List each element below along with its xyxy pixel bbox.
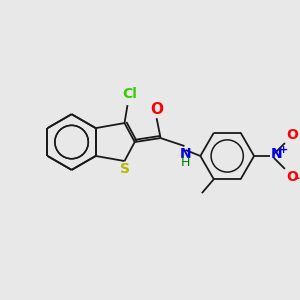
Text: H: H (181, 156, 190, 169)
Text: -: - (295, 172, 300, 185)
Text: +: + (279, 145, 288, 155)
Text: Cl: Cl (122, 87, 137, 101)
Text: N: N (180, 147, 191, 161)
Text: N: N (271, 147, 283, 161)
Text: O: O (150, 102, 163, 117)
Text: S: S (121, 162, 130, 176)
Text: O: O (286, 170, 298, 184)
Text: O: O (286, 128, 298, 142)
